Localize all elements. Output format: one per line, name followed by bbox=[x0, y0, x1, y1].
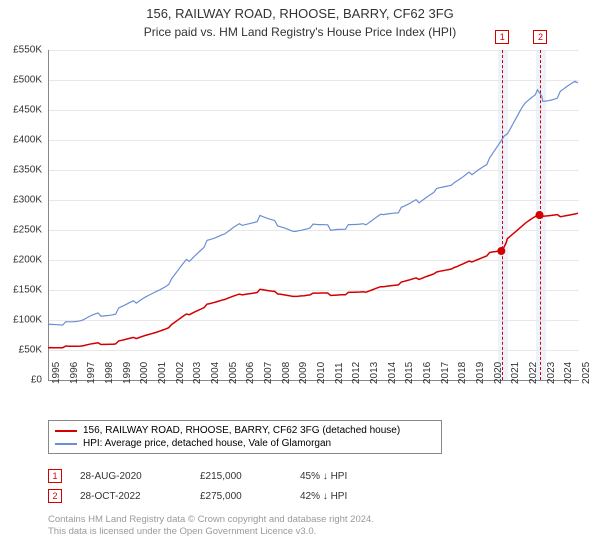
x-axis-tick: 2004 bbox=[210, 362, 221, 384]
x-axis-tick: 2000 bbox=[139, 362, 150, 384]
y-axis-tick: £250K bbox=[13, 225, 42, 236]
sale-pct: 42% ↓ HPI bbox=[300, 491, 400, 502]
x-axis-tick: 2018 bbox=[457, 362, 468, 384]
x-axis-tick: 2014 bbox=[387, 362, 398, 384]
x-axis-tick: 1997 bbox=[86, 362, 97, 384]
y-axis-tick: £300K bbox=[13, 195, 42, 206]
sale-row: 1 28-AUG-2020£215,00045% ↓ HPI bbox=[48, 466, 400, 486]
x-axis-tick: 2022 bbox=[528, 362, 539, 384]
sales-table: 1 28-AUG-2020£215,00045% ↓ HPI 2 28-OCT-202… bbox=[48, 466, 400, 506]
y-axis-tick: £450K bbox=[13, 105, 42, 116]
series-line bbox=[48, 213, 578, 348]
x-axis-tick: 2007 bbox=[263, 362, 274, 384]
sale-row-marker: 2 bbox=[48, 489, 62, 503]
x-axis-tick: 2021 bbox=[510, 362, 521, 384]
legend-swatch bbox=[55, 443, 77, 445]
x-axis-tick: 2020 bbox=[493, 362, 504, 384]
x-axis-tick: 2017 bbox=[440, 362, 451, 384]
chart-title: 156, RAILWAY ROAD, RHOOSE, BARRY, CF62 3… bbox=[0, 0, 600, 23]
y-axis-tick: £550K bbox=[13, 45, 42, 56]
legend-row: HPI: Average price, detached house, Vale… bbox=[55, 437, 435, 450]
series-line bbox=[48, 81, 578, 325]
legend-label: HPI: Average price, detached house, Vale… bbox=[83, 438, 331, 449]
x-axis-tick: 2008 bbox=[281, 362, 292, 384]
y-axis-tick: £0 bbox=[31, 375, 42, 386]
x-axis-tick: 2012 bbox=[351, 362, 362, 384]
x-axis-tick: 2006 bbox=[245, 362, 256, 384]
sale-price: £215,000 bbox=[200, 471, 300, 482]
y-axis-tick: £500K bbox=[13, 75, 42, 86]
sale-date: 28-AUG-2020 bbox=[80, 471, 200, 482]
sale-marker-dot bbox=[497, 247, 505, 255]
x-axis-tick: 2023 bbox=[546, 362, 557, 384]
legend-box: 156, RAILWAY ROAD, RHOOSE, BARRY, CF62 3… bbox=[48, 420, 442, 454]
x-axis-tick: 2010 bbox=[316, 362, 327, 384]
legend-row: 156, RAILWAY ROAD, RHOOSE, BARRY, CF62 3… bbox=[55, 424, 435, 437]
footer-line1: Contains HM Land Registry data © Crown c… bbox=[48, 514, 374, 526]
x-axis-tick: 2015 bbox=[404, 362, 415, 384]
sale-marker-label: 2 bbox=[533, 30, 547, 44]
y-axis-tick: £350K bbox=[13, 165, 42, 176]
x-axis-tick: 2011 bbox=[334, 362, 345, 384]
x-axis-tick: 2019 bbox=[475, 362, 486, 384]
x-axis-tick: 2024 bbox=[563, 362, 574, 384]
footer-attribution: Contains HM Land Registry data © Crown c… bbox=[48, 514, 374, 539]
x-axis-tick: 2016 bbox=[422, 362, 433, 384]
x-axis-tick: 1998 bbox=[104, 362, 115, 384]
chart-subtitle: Price paid vs. HM Land Registry's House … bbox=[0, 23, 600, 39]
legend-label: 156, RAILWAY ROAD, RHOOSE, BARRY, CF62 3… bbox=[83, 425, 400, 436]
footer-line2: This data is licensed under the Open Gov… bbox=[48, 526, 374, 538]
x-axis-tick: 2013 bbox=[369, 362, 380, 384]
sale-row: 2 28-OCT-2022£275,00042% ↓ HPI bbox=[48, 486, 400, 506]
sale-pct: 45% ↓ HPI bbox=[300, 471, 400, 482]
x-axis-tick: 1999 bbox=[122, 362, 133, 384]
x-axis-tick: 2009 bbox=[298, 362, 309, 384]
sale-marker-dot bbox=[535, 211, 543, 219]
x-axis-tick: 1996 bbox=[69, 362, 80, 384]
sale-row-marker: 1 bbox=[48, 469, 62, 483]
sale-date: 28-OCT-2022 bbox=[80, 491, 200, 502]
x-axis-tick: 1995 bbox=[51, 362, 62, 384]
y-axis-tick: £200K bbox=[13, 255, 42, 266]
chart-container: 156, RAILWAY ROAD, RHOOSE, BARRY, CF62 3… bbox=[0, 0, 600, 560]
sale-price: £275,000 bbox=[200, 491, 300, 502]
chart-lines bbox=[48, 50, 578, 380]
x-axis-tick: 2005 bbox=[228, 362, 239, 384]
x-axis-tick: 2002 bbox=[175, 362, 186, 384]
y-axis-tick: £150K bbox=[13, 285, 42, 296]
legend-swatch bbox=[55, 430, 77, 432]
x-axis-tick: 2003 bbox=[192, 362, 203, 384]
chart-area: £0£50K£100K£150K£200K£250K£300K£350K£400… bbox=[48, 50, 578, 380]
x-axis-tick: 2025 bbox=[581, 362, 592, 384]
sale-marker-label: 1 bbox=[495, 30, 509, 44]
y-axis-tick: £50K bbox=[19, 345, 42, 356]
y-axis-tick: £100K bbox=[13, 315, 42, 326]
y-axis-tick: £400K bbox=[13, 135, 42, 146]
x-axis-tick: 2001 bbox=[157, 362, 168, 384]
